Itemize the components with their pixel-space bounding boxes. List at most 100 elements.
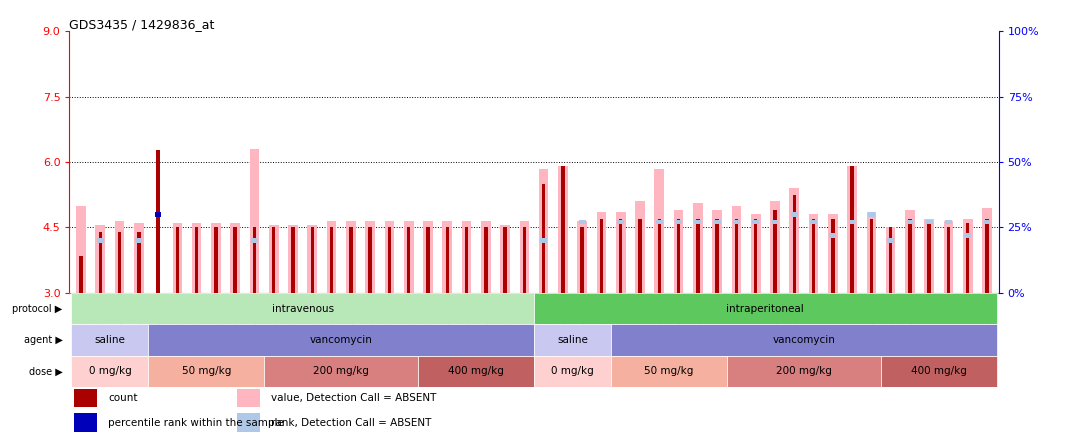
Bar: [752, 220, 759, 224]
Bar: [770, 201, 780, 293]
Bar: [292, 227, 295, 293]
Bar: [253, 227, 256, 293]
Bar: [907, 220, 913, 224]
Bar: [869, 219, 873, 293]
Bar: [97, 238, 104, 243]
Bar: [269, 225, 279, 293]
Bar: [288, 225, 298, 293]
Bar: [559, 166, 568, 293]
Bar: [677, 219, 680, 293]
Bar: [830, 233, 836, 238]
Text: value, Detection Call = ABSENT: value, Detection Call = ABSENT: [271, 393, 437, 403]
Bar: [250, 149, 260, 293]
Bar: [426, 227, 429, 293]
Text: protocol ▶: protocol ▶: [12, 304, 62, 313]
Bar: [423, 221, 433, 293]
Bar: [442, 221, 452, 293]
Bar: [136, 238, 142, 243]
Text: saline: saline: [94, 335, 125, 345]
Bar: [944, 221, 954, 293]
Bar: [327, 221, 336, 293]
Text: dose ▶: dose ▶: [29, 366, 62, 377]
Text: percentile rank within the sample: percentile rank within the sample: [109, 417, 284, 428]
Bar: [74, 413, 97, 432]
Bar: [419, 356, 534, 387]
Bar: [76, 206, 85, 293]
Text: 200 mg/kg: 200 mg/kg: [313, 366, 370, 377]
Bar: [831, 219, 834, 293]
Bar: [195, 227, 199, 293]
Bar: [534, 325, 611, 356]
Bar: [175, 227, 179, 293]
Bar: [694, 220, 702, 224]
Bar: [850, 166, 853, 293]
Bar: [237, 389, 260, 407]
Bar: [754, 219, 757, 293]
Text: rank, Detection Call = ABSENT: rank, Detection Call = ABSENT: [271, 417, 431, 428]
Bar: [148, 356, 264, 387]
Bar: [693, 203, 703, 293]
Bar: [173, 223, 183, 293]
Bar: [812, 219, 815, 293]
Bar: [946, 227, 951, 293]
Bar: [658, 219, 661, 293]
Bar: [655, 169, 664, 293]
Bar: [561, 166, 565, 293]
Bar: [137, 232, 141, 293]
Bar: [868, 212, 875, 217]
Bar: [72, 356, 148, 387]
Bar: [192, 223, 202, 293]
Text: 0 mg/kg: 0 mg/kg: [551, 366, 594, 377]
Text: intravenous: intravenous: [271, 304, 333, 313]
Bar: [696, 219, 700, 293]
Bar: [726, 356, 881, 387]
Bar: [211, 223, 221, 293]
Bar: [95, 225, 105, 293]
Bar: [522, 227, 527, 293]
Bar: [925, 219, 934, 293]
Bar: [773, 210, 776, 293]
Bar: [656, 220, 662, 224]
Text: intraperitoneal: intraperitoneal: [726, 304, 804, 313]
Bar: [600, 219, 603, 293]
Bar: [811, 220, 817, 224]
Text: 0 mg/kg: 0 mg/kg: [89, 366, 131, 377]
Bar: [984, 220, 990, 224]
Bar: [905, 210, 914, 293]
Bar: [581, 227, 584, 293]
Text: saline: saline: [557, 335, 588, 345]
Bar: [79, 256, 82, 293]
Bar: [484, 227, 487, 293]
Bar: [384, 221, 394, 293]
Bar: [114, 221, 124, 293]
Bar: [368, 227, 372, 293]
Bar: [388, 227, 391, 293]
Bar: [716, 219, 719, 293]
Bar: [611, 356, 726, 387]
Bar: [847, 166, 857, 293]
Bar: [500, 225, 509, 293]
Bar: [808, 214, 818, 293]
Bar: [503, 227, 507, 293]
Bar: [579, 220, 585, 224]
Bar: [231, 223, 240, 293]
Bar: [733, 220, 740, 224]
Bar: [215, 227, 218, 293]
Bar: [117, 232, 122, 293]
Bar: [465, 227, 468, 293]
Bar: [675, 220, 682, 224]
Bar: [635, 201, 645, 293]
Bar: [983, 208, 992, 293]
Bar: [311, 227, 314, 293]
Bar: [519, 221, 529, 293]
Bar: [789, 188, 799, 293]
Bar: [445, 227, 449, 293]
Bar: [828, 214, 837, 293]
Bar: [674, 210, 684, 293]
Bar: [888, 238, 894, 243]
Bar: [234, 227, 237, 293]
Bar: [264, 356, 419, 387]
Bar: [407, 227, 410, 293]
Bar: [866, 212, 876, 293]
Bar: [541, 184, 546, 293]
